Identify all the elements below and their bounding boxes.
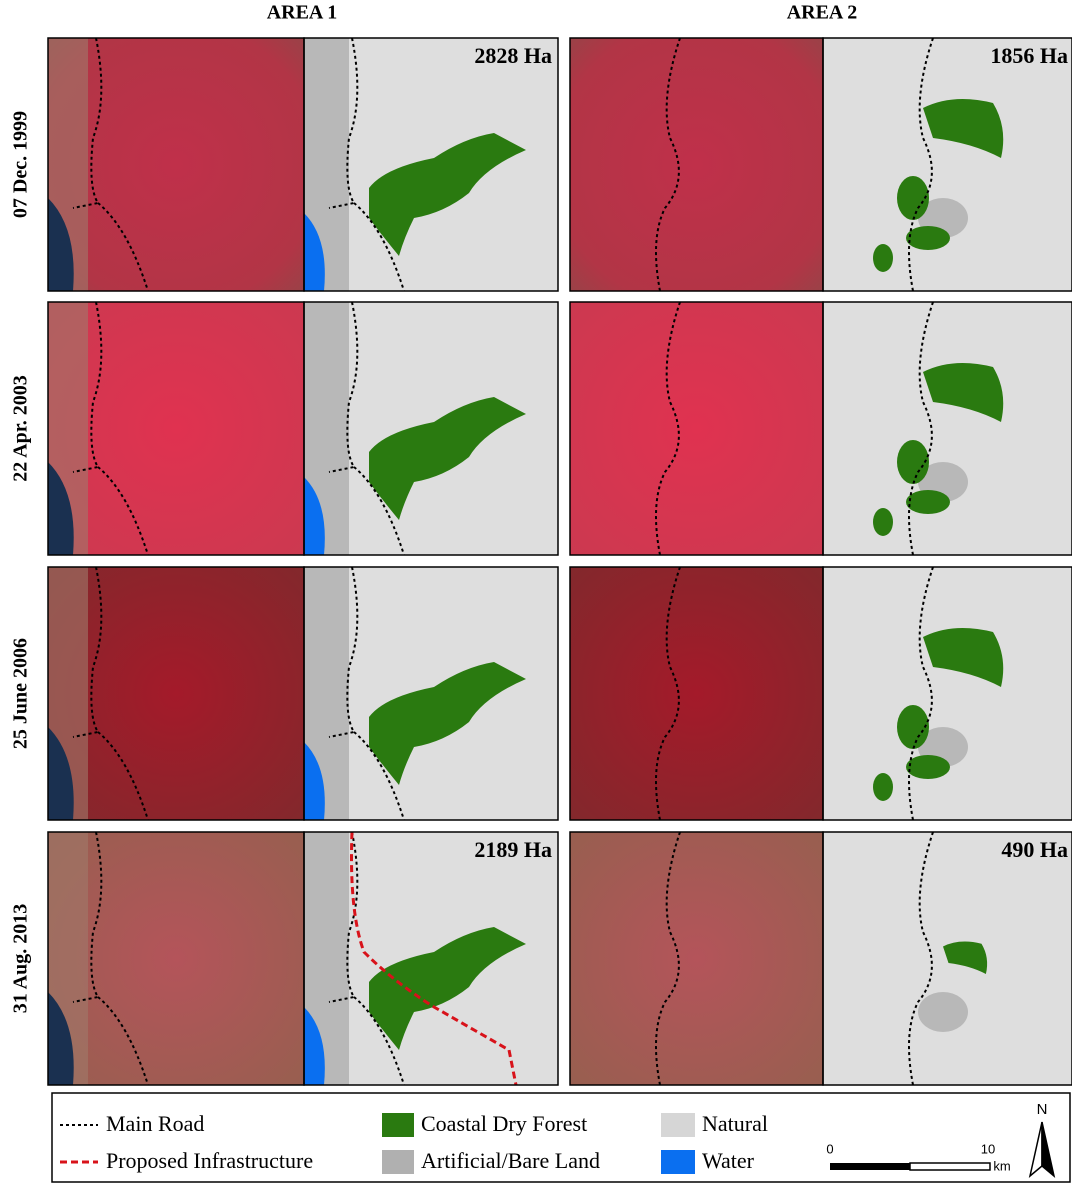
- satellite-image: [570, 302, 823, 555]
- row-label: 31 Aug. 2013: [10, 904, 32, 1013]
- legend-water-swatch: [661, 1150, 695, 1174]
- classified-map: [823, 567, 1072, 820]
- scale-unit: km: [993, 1158, 1010, 1173]
- scale-bar: [830, 1163, 910, 1170]
- figure: AREA 1 AREA 2 07 Dec. 1999 2828 Ha 1856 Ha…: [0, 0, 1072, 1185]
- legend-forest-swatch: [382, 1113, 414, 1137]
- satellite-image: [570, 567, 823, 820]
- row-label: 25 June 2006: [10, 638, 32, 749]
- coastal-dry-forest: [906, 490, 950, 514]
- north-label: N: [1037, 1101, 1048, 1118]
- coastal-dry-forest: [906, 755, 950, 779]
- area-label: 490 Ha: [1001, 837, 1068, 862]
- coastal-dry-forest: [873, 508, 893, 536]
- legend-artificial-swatch: [382, 1150, 414, 1174]
- legend-label: Main Road: [106, 1111, 204, 1136]
- satellite-image: [570, 832, 823, 1085]
- scale-label: 10: [981, 1141, 995, 1156]
- row-label: 07 Dec. 1999: [10, 111, 32, 218]
- coastal-dry-forest: [906, 226, 950, 250]
- legend: Main Road Proposed Infrastructure Coasta…: [52, 1093, 1070, 1182]
- row-label: 22 Apr. 2003: [10, 375, 32, 482]
- satellite-image: [570, 38, 823, 291]
- coastal-dry-forest: [873, 244, 893, 272]
- coastal-dry-forest: [873, 773, 893, 801]
- classified-map: [823, 38, 1072, 291]
- artificial-land: [918, 992, 968, 1032]
- legend-label: Proposed Infrastructure: [106, 1148, 313, 1173]
- legend-label: Water: [702, 1148, 755, 1173]
- legend-label: Artificial/Bare Land: [421, 1148, 600, 1173]
- legend-label: Natural: [702, 1111, 768, 1136]
- legend-natural-swatch: [661, 1113, 695, 1137]
- legend-label: Coastal Dry Forest: [421, 1111, 587, 1136]
- area-label: 2189 Ha: [474, 837, 552, 862]
- scale-bar: [910, 1163, 990, 1170]
- area-label: 1856 Ha: [990, 43, 1068, 68]
- scale-label: 0: [826, 1141, 833, 1156]
- panels: 07 Dec. 1999 2828 Ha 1856 Ha 22 Apr. 2003 25…: [10, 38, 1072, 1085]
- classified-map: [823, 302, 1072, 555]
- area-label: 2828 Ha: [474, 43, 552, 68]
- column-header: AREA 2: [787, 2, 858, 24]
- column-header: AREA 1: [267, 2, 338, 24]
